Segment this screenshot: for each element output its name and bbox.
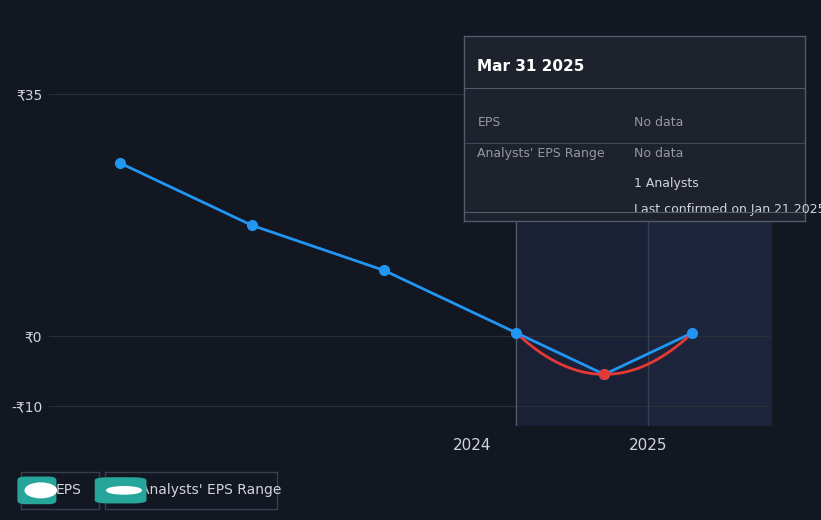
Text: Actual: Actual <box>464 83 507 97</box>
Text: Last confirmed on Jan 21 2025: Last confirmed on Jan 21 2025 <box>635 202 821 215</box>
Text: Mar 31 2025: Mar 31 2025 <box>478 59 585 73</box>
Bar <box>649 73 772 426</box>
Text: 1 Analysts: 1 Analysts <box>635 177 699 190</box>
FancyBboxPatch shape <box>94 477 146 503</box>
Circle shape <box>107 487 141 494</box>
FancyBboxPatch shape <box>17 476 57 504</box>
Circle shape <box>25 483 57 498</box>
Text: EPS: EPS <box>56 484 81 497</box>
Text: Analysts' EPS Range: Analysts' EPS Range <box>478 147 605 160</box>
Text: Analysts' EPS Range: Analysts' EPS Range <box>140 484 281 497</box>
Bar <box>516 73 772 426</box>
Text: Analysts Foreca…: Analysts Foreca… <box>525 83 649 97</box>
Text: No data: No data <box>635 116 684 129</box>
Text: EPS: EPS <box>478 116 501 129</box>
Text: No data: No data <box>635 147 684 160</box>
